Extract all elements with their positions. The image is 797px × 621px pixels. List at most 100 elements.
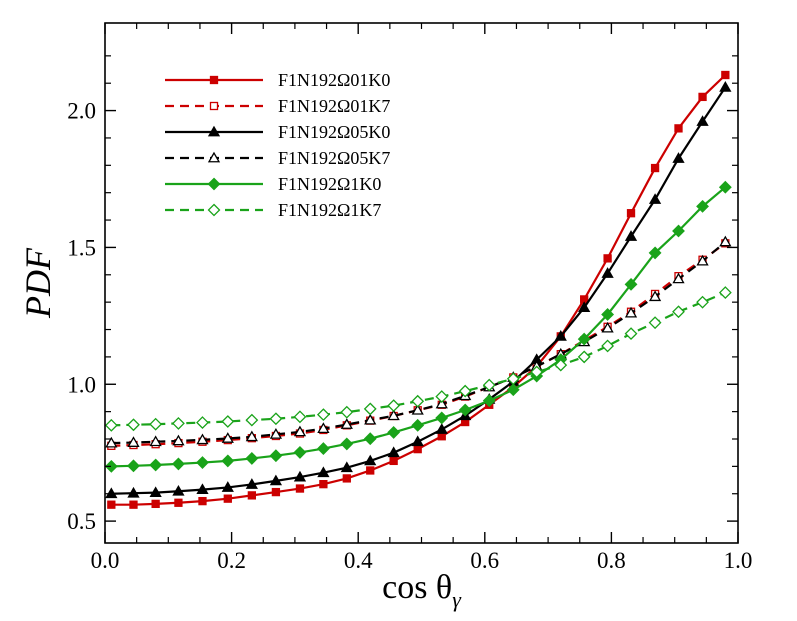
data-point xyxy=(719,235,732,247)
data-point xyxy=(127,418,140,432)
data-point xyxy=(245,430,258,442)
plot-area xyxy=(104,70,732,509)
data-point xyxy=(340,437,354,451)
data-point xyxy=(648,193,662,204)
data-point xyxy=(198,496,207,506)
legend-label: F1N192Ω05K0 xyxy=(278,122,390,142)
data-point xyxy=(624,306,638,318)
data-point xyxy=(317,422,330,434)
data-point xyxy=(719,81,732,92)
data-point xyxy=(721,70,730,80)
x-tick-label: 0.0 xyxy=(91,548,120,573)
axis-tick-labels: 0.0 0.2 0.4 0.6 0.8 1.0 0.5 1.0 1.5 2.0 xyxy=(67,99,752,573)
data-point xyxy=(435,390,449,403)
legend-label: F1N192Ω1K0 xyxy=(278,174,381,194)
data-point xyxy=(672,152,685,163)
data-point xyxy=(366,466,375,475)
data-point xyxy=(411,418,425,432)
data-point xyxy=(127,459,140,473)
data-point xyxy=(196,456,209,469)
data-point xyxy=(364,454,377,466)
x-axis-label-text: cos θ xyxy=(382,569,452,606)
data-point xyxy=(269,412,283,426)
data-point xyxy=(221,481,234,492)
data-point xyxy=(648,246,662,260)
data-point xyxy=(271,487,281,497)
data-point xyxy=(107,500,116,509)
data-point xyxy=(221,415,235,428)
y-tick-label: 0.5 xyxy=(67,509,96,534)
data-point xyxy=(387,446,400,458)
data-point xyxy=(650,163,660,173)
data-point xyxy=(698,92,707,102)
x-tick-label: 1.0 xyxy=(724,548,753,573)
series-line xyxy=(111,86,727,495)
data-point xyxy=(174,498,183,507)
legend-marker xyxy=(207,151,221,163)
data-point xyxy=(172,416,185,430)
data-point xyxy=(316,442,330,455)
data-point xyxy=(603,254,612,263)
data-point xyxy=(269,428,283,439)
data-point xyxy=(269,474,283,486)
data-point xyxy=(624,230,638,241)
legend-marker xyxy=(207,203,221,217)
data-point xyxy=(387,426,401,439)
legend-label: F1N192Ω01K0 xyxy=(278,70,390,90)
x-tick-label: 0.2 xyxy=(217,548,246,573)
data-point xyxy=(196,416,209,429)
data-point xyxy=(129,500,138,509)
data-point xyxy=(387,399,401,413)
data-point xyxy=(172,457,185,471)
data-point xyxy=(104,459,118,473)
data-point xyxy=(269,449,283,463)
data-point xyxy=(172,434,185,446)
data-point xyxy=(458,384,472,398)
data-point xyxy=(342,474,351,483)
data-point xyxy=(149,417,163,431)
data-point xyxy=(149,458,163,472)
data-point xyxy=(554,330,567,341)
data-point xyxy=(411,403,424,415)
data-point xyxy=(387,409,400,421)
legend-item: F1N192Ω01K7 xyxy=(165,96,390,116)
data-point xyxy=(601,308,615,321)
data-point xyxy=(718,180,732,194)
data-point xyxy=(506,383,520,397)
data-point xyxy=(104,418,118,432)
data-point xyxy=(435,423,448,434)
data-point xyxy=(223,494,232,503)
legend-label: F1N192Ω01K7 xyxy=(278,96,390,116)
data-point xyxy=(151,499,160,509)
x-axis-label-subscript: γ xyxy=(452,587,462,612)
legend-item: F1N192Ω01K0 xyxy=(165,70,390,90)
data-point xyxy=(624,277,638,291)
x-axis-label: cos θγ xyxy=(382,569,462,612)
legend-item: F1N192Ω1K0 xyxy=(165,174,381,194)
legend-marker xyxy=(209,75,219,85)
data-point xyxy=(340,461,353,473)
x-tick-label: 0.4 xyxy=(344,548,373,573)
data-point xyxy=(363,402,377,416)
data-point xyxy=(578,301,591,313)
data-point xyxy=(196,433,209,445)
data-point xyxy=(696,199,709,213)
data-point xyxy=(293,410,307,424)
data-point xyxy=(293,425,307,437)
data-point xyxy=(411,435,424,447)
data-point xyxy=(672,272,685,284)
legend-marker xyxy=(207,177,221,191)
y-tick-label: 2.0 xyxy=(67,99,96,124)
data-point xyxy=(482,378,496,392)
legend-item: F1N192Ω1K7 xyxy=(165,200,381,220)
data-point xyxy=(577,332,591,346)
data-point xyxy=(293,445,307,459)
data-point xyxy=(674,124,683,133)
data-point xyxy=(554,358,568,372)
data-point xyxy=(601,321,614,333)
data-point xyxy=(221,454,235,468)
data-point xyxy=(601,267,614,278)
legend-item: F1N192Ω05K7 xyxy=(165,148,390,168)
data-point xyxy=(247,491,257,500)
data-point xyxy=(293,470,307,482)
